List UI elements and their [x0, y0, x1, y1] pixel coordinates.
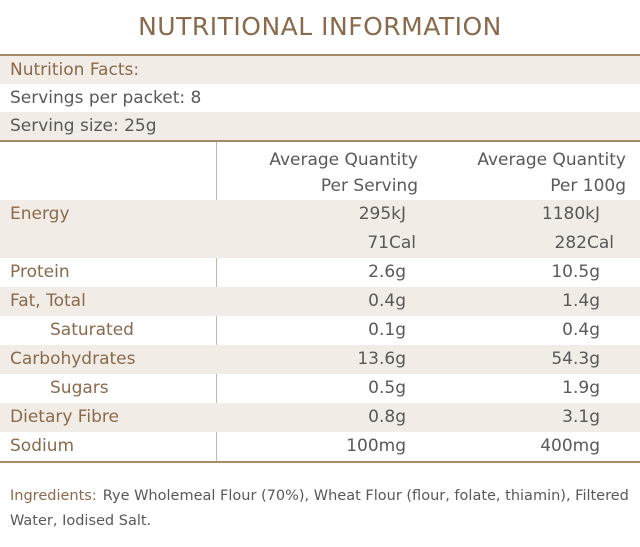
- nutrient-name: Fat, Total: [10, 291, 86, 311]
- value-per-100g: 1.9g: [562, 378, 600, 398]
- value-per-100g: 3.1g: [562, 407, 600, 427]
- table-row-sugars: Sugars 0.5g 1.9g: [0, 374, 640, 403]
- table-row-saturated: Saturated 0.1g 0.4g: [0, 316, 640, 345]
- nutrient-name: Protein: [10, 262, 70, 282]
- nutrient-name: Sodium: [10, 436, 75, 456]
- value-per-serving: 13.6g: [357, 349, 406, 369]
- nutrition-table: Average Quantity Per Serving Average Qua…: [0, 140, 640, 463]
- nutrient-name: Carbohydrates: [10, 349, 136, 369]
- nutrient-name: Dietary Fibre: [10, 407, 119, 427]
- nutrient-name: Sugars: [50, 378, 109, 398]
- value-per-serving: 0.5g: [368, 378, 406, 398]
- table-row-sodium: Sodium 100mg 400mg: [0, 432, 640, 461]
- nutrient-name: Energy: [10, 204, 70, 224]
- value-per-serving: 0.8g: [368, 407, 406, 427]
- nutrition-facts-summary: Nutrition Facts: Servings per packet: 8 …: [0, 54, 640, 140]
- value-per-100g: 1.4g: [562, 291, 600, 311]
- value-per-serving: 0.4g: [368, 291, 406, 311]
- value-per-100g: 400mg: [540, 436, 600, 456]
- value-per-serving: 295kJ: [358, 204, 406, 224]
- page-title: NUTRITIONAL INFORMATION: [138, 12, 502, 41]
- column-header-per-serving: Average Quantity Per Serving: [218, 147, 418, 199]
- table-row-carbohydrates: Carbohydrates 13.6g 54.3g: [0, 345, 640, 374]
- value-per-serving: 2.6g: [368, 262, 406, 282]
- column-header-per-serving-line2: Per Serving: [320, 176, 418, 196]
- column-header-per-serving-line1: Average Quantity: [269, 150, 418, 170]
- value-per-serving: 100mg: [346, 436, 406, 456]
- value-per-serving-cal: 71Cal: [367, 233, 416, 253]
- ingredients-text: Rye Wholemeal Flour (70%), Wheat Flour (…: [10, 488, 629, 529]
- value-per-100g: 1180kJ: [541, 204, 600, 224]
- value-per-100g: 54.3g: [551, 349, 600, 369]
- value-per-serving: 0.1g: [368, 320, 406, 340]
- ingredients-section: Ingredients: Rye Wholemeal Flour (70%), W…: [10, 484, 630, 534]
- column-header-per-100g-line2: Per 100g: [550, 176, 626, 196]
- facts-heading: Nutrition Facts:: [0, 56, 640, 84]
- table-row-energy: Energy 295kJ 1180kJ 71Cal 282Cal: [0, 200, 640, 258]
- table-row-dietary-fibre: Dietary Fibre 0.8g 3.1g: [0, 403, 640, 432]
- column-header-per-100g-line1: Average Quantity: [477, 150, 626, 170]
- value-per-100g: 0.4g: [562, 320, 600, 340]
- column-header-per-100g: Average Quantity Per 100g: [426, 147, 626, 199]
- ingredients-label: Ingredients:: [10, 488, 97, 504]
- serving-size: Serving size: 25g: [0, 112, 640, 140]
- value-per-100g-cal: 282Cal: [554, 233, 614, 253]
- nutrient-name: Saturated: [50, 320, 134, 340]
- table-header: Average Quantity Per Serving Average Qua…: [0, 142, 640, 200]
- table-row-protein: Protein 2.6g 10.5g: [0, 258, 640, 287]
- value-per-100g: 10.5g: [551, 262, 600, 282]
- servings-per-packet: Servings per packet: 8: [10, 88, 202, 108]
- table-row-fat-total: Fat, Total 0.4g 1.4g: [0, 287, 640, 316]
